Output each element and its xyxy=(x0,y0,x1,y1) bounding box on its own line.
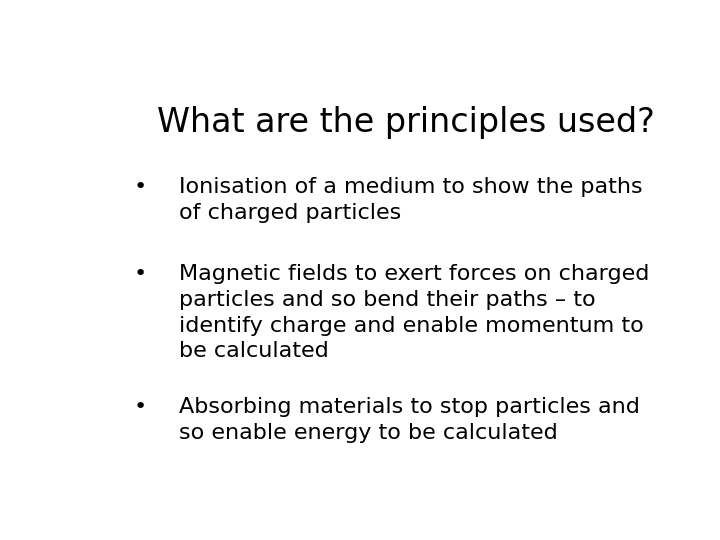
Text: •: • xyxy=(134,177,147,197)
Text: What are the principles used?: What are the principles used? xyxy=(157,106,654,139)
Text: Ionisation of a medium to show the paths
of charged particles: Ionisation of a medium to show the paths… xyxy=(179,177,643,222)
Text: Magnetic fields to exert forces on charged
particles and so bend their paths – t: Magnetic fields to exert forces on charg… xyxy=(179,265,649,361)
Text: •: • xyxy=(134,265,147,285)
Text: •: • xyxy=(134,397,147,417)
Text: Absorbing materials to stop particles and
so enable energy to be calculated: Absorbing materials to stop particles an… xyxy=(179,397,640,443)
